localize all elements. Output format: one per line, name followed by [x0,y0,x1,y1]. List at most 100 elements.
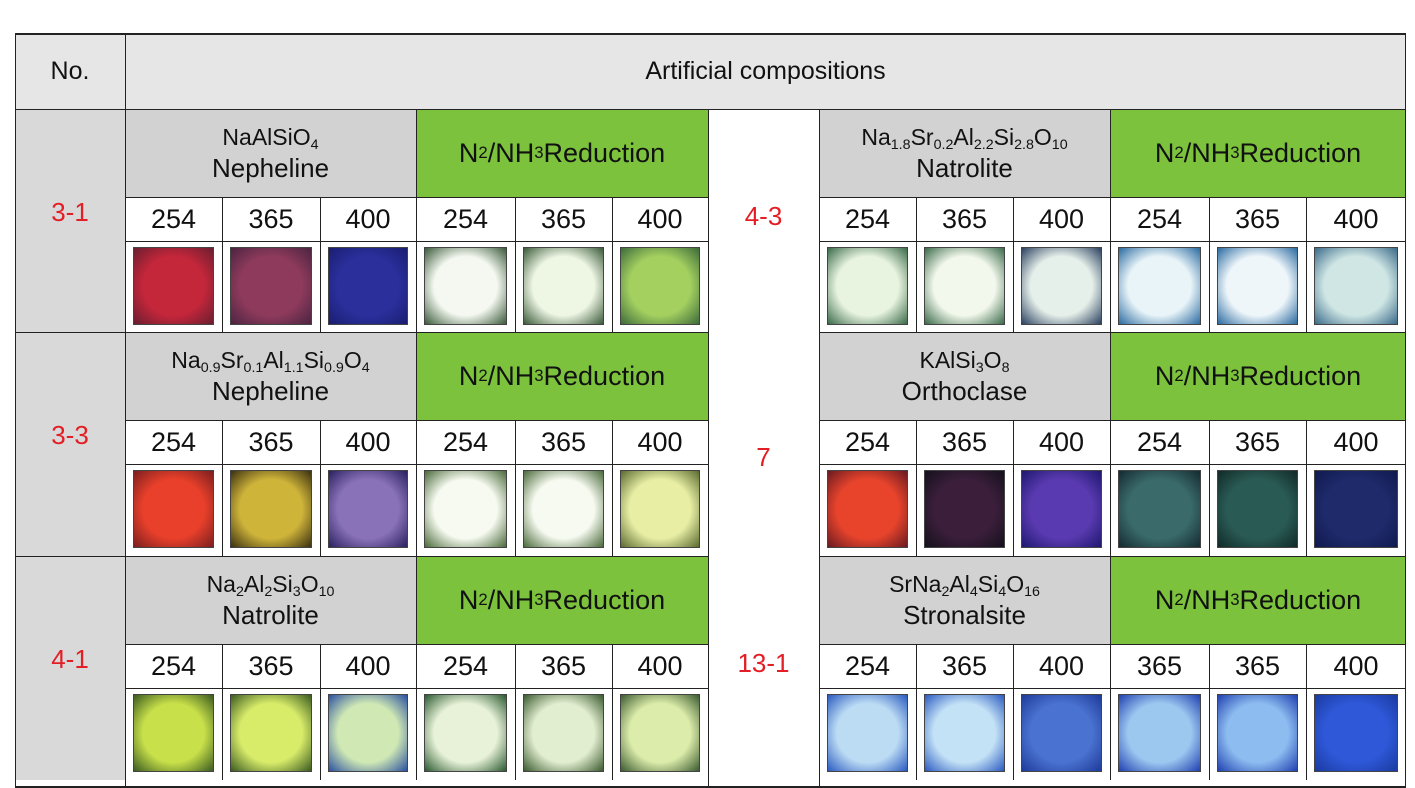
grid-line [15,33,16,787]
grid-line [1013,420,1014,556]
wavelength-label: 254 [819,197,916,241]
grid-line [1110,420,1111,556]
grid-line [222,644,223,780]
formula-segment: Sr [220,347,244,373]
wavelength-label: 365 [515,197,612,241]
formula-segment: Al [263,347,284,373]
formula-subscript: 2.8 [1014,136,1034,153]
sample-photo [328,470,408,548]
grid-line [515,420,516,556]
grid-line [1110,197,1111,333]
grid-line [416,556,417,644]
formula-segment: O [1033,124,1052,150]
formula-subscript: 1.8 [890,136,911,153]
formula-segment: SrNa [889,571,942,597]
formula-subscript: 0.9 [324,359,344,376]
reduction-text: N [458,360,479,391]
wavelength-label: 400 [320,197,416,241]
reduction-cell: N 2/NH 3 Reduction [416,556,708,644]
wavelength-label: 254 [125,197,222,241]
formula-subscript: 1.1 [283,359,304,376]
sample-photo [924,247,1005,325]
sample-photo [328,247,408,325]
reduction-cell: N 2/NH 3 Reduction [416,332,708,420]
chemical-formula: Na0.9Sr0.1Al1.1Si0.9O4 [171,345,369,376]
sample-number: 3-3 [15,332,125,556]
formula-subscript: 4 [969,583,978,600]
grid-line [916,197,917,333]
wavelength-label: 254 [416,644,515,688]
grid-line [515,197,516,333]
formula-segment: Si [303,347,325,373]
formula-subscript: 4 [998,583,1007,600]
sample-photo [1021,247,1102,325]
formula-segment: Si [993,124,1015,150]
grid-line [1306,644,1307,780]
formula-segment: Al [949,571,970,597]
reduction-text: N [458,137,479,168]
wavelength-label: 400 [612,644,708,688]
sample-photo [827,470,908,548]
grid-line [320,420,321,556]
sample-photo [424,247,507,325]
grid-line [708,109,709,787]
reduction-text: Reduction [1239,360,1362,391]
sample-photo [1314,470,1398,548]
wavelength-label: 365 [916,644,1013,688]
sample-photo [133,694,214,772]
sample-photo [230,694,312,772]
sample-photo [1217,247,1298,325]
sample-number: 4-1 [15,556,125,780]
mineral-name: Stronalsite [903,600,1026,630]
grid-line [916,420,917,556]
formula-subscript: 2 [941,583,950,600]
grid-line [222,420,223,556]
reduction-text: /NH [1183,137,1231,168]
grid-line [416,332,417,420]
grid-line [819,241,1406,242]
grid-line [15,33,1406,35]
grid-line [15,556,708,557]
mineral-name: Natrolite [916,153,1013,183]
grid-line [1306,197,1307,333]
grid-line [125,33,126,787]
grid-line [1306,420,1307,556]
sample-number: 7 [708,332,819,556]
grid-line [1110,332,1111,420]
sample-photo [620,470,700,548]
sample-photo [230,470,312,548]
sample-photo [1021,470,1102,548]
grid-line [515,644,516,780]
formula-subscript: 3 [975,359,984,376]
formula-cell: KAlSi3O8 Orthoclase [819,332,1110,420]
grid-line [612,197,613,333]
formula-cell: SrNa2Al4Si4O16 Stronalsite [819,556,1110,644]
formula-subscript: 0.2 [933,136,954,153]
reduction-text: Reduction [543,360,666,391]
wavelength-label: 400 [612,420,708,464]
wavelength-label: 365 [515,644,612,688]
no-label: No. [50,56,90,85]
grid-line [819,420,1406,421]
sample-photo [230,247,312,325]
wavelength-label: 254 [819,644,916,688]
sample-photo [1217,470,1298,548]
sample-photo [523,247,604,325]
sample-photo [328,694,408,772]
sample-photo [620,694,700,772]
formula-subscript: 0.1 [243,359,264,376]
wavelength-label: 365 [916,420,1013,464]
wavelength-label: 365 [1110,644,1209,688]
formula-subscript: 2.2 [973,136,994,153]
mineral-name: Natrolite [222,600,319,630]
reduction-text: /NH [1183,584,1231,615]
sample-photo [1118,247,1201,325]
formula-cell: Na2Al2Si3O10 Natrolite [125,556,416,644]
formula-segment: O [343,347,362,373]
chemical-formula: NaAlSiO4 [222,122,318,153]
formula-subscript: 2 [264,583,273,600]
grid-line [612,644,613,780]
reduction-text: Reduction [1239,137,1362,168]
grid-line [1110,556,1111,644]
